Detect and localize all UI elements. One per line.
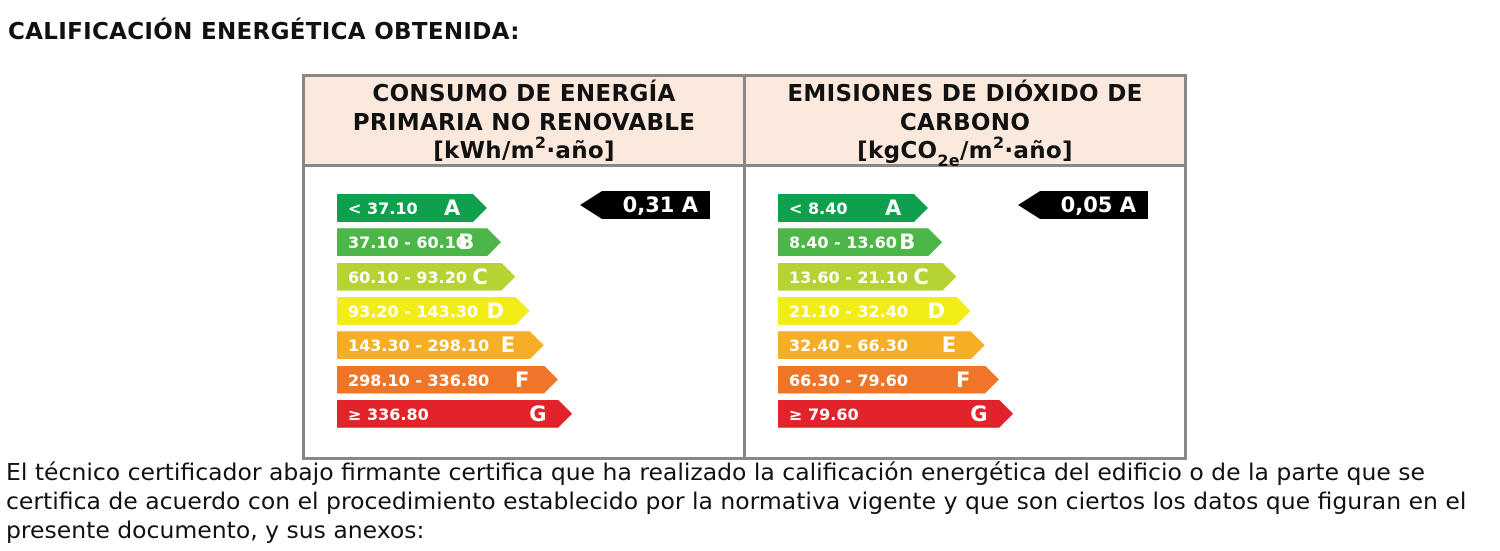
band-letter-label: A [885, 196, 902, 220]
band-range-label: 8.40 - 13.60 [789, 233, 897, 253]
rating-band-b: 8.40 - 13.60 B [778, 228, 942, 256]
consumption-rating-indicator: 0,31 A [580, 191, 710, 219]
band-letter-label: E [500, 333, 516, 358]
band-range-label: < 37.10 [348, 199, 418, 218]
band-range-label: 60.10 - 93.20 [348, 267, 467, 287]
band-letter-label: D [927, 298, 946, 323]
emissions-panel: EMISIONES DE DIÓXIDO DE CARBONO [kgCO2e/… [743, 77, 1184, 457]
band-range-label: 66.30 - 79.60 [789, 370, 908, 390]
rating-band-g: ≥ 79.60 G [778, 400, 1013, 428]
certification-statement: El técnico certificador abajo firmante c… [6, 458, 1467, 544]
consumption-title-line1: CONSUMO DE ENERGÍA [372, 81, 676, 107]
band-letter-label: E [941, 333, 957, 358]
emissions-rating-value: 0,05 A [1060, 193, 1136, 217]
emissions-rating-indicator: 0,05 A [1018, 191, 1148, 219]
emissions-unit: [kgCO2e/m2·año] [746, 135, 1184, 168]
band-range-label: 143.30 - 298.10 [348, 336, 490, 356]
energy-rating-table: CONSUMO DE ENERGÍA PRIMARIA NO RENOVABLE… [302, 74, 1187, 460]
band-range-label: ≥ 79.60 [789, 404, 859, 424]
consumption-title-line2: PRIMARIA NO RENOVABLE [352, 109, 696, 136]
band-letter-label: C [913, 264, 929, 289]
rating-band-a: < 8.40 A [778, 194, 928, 222]
band-letter-label: G [529, 401, 547, 426]
emissions-title-line1: EMISIONES DE DIÓXIDO DE [787, 81, 1143, 107]
band-letter-label: B [899, 230, 916, 255]
rating-band-d: 93.20 - 143.30 D [337, 297, 530, 325]
band-letter-label: A [444, 196, 461, 220]
rating-band-e: 32.40 - 66.30 E [778, 331, 985, 359]
consumption-rating-value: 0,31 A [622, 193, 698, 217]
band-letter-label: G [970, 401, 988, 426]
band-range-label: 21.10 - 32.40 [789, 301, 908, 321]
consumption-unit: [kWh/m2·año] [305, 135, 743, 166]
rating-band-d: 21.10 - 32.40 D [778, 297, 971, 325]
unit-superscript: 2 [534, 133, 547, 153]
band-letter-label: C [472, 264, 488, 289]
band-range-label: 93.20 - 143.30 [348, 301, 479, 321]
band-range-label: 37.10 - 60.10 [348, 233, 467, 253]
rating-band-a: < 37.10 A [337, 194, 487, 222]
rating-band-b: 37.10 - 60.10 B [337, 228, 501, 256]
unit-superscript: 2 [992, 133, 1005, 153]
unit-subscript: 2e [937, 150, 960, 170]
rating-band-e: 143.30 - 298.10 E [337, 331, 544, 359]
section-heading: CALIFICACIÓN ENERGÉTICA OBTENIDA: [8, 19, 520, 45]
band-letter-label: B [458, 230, 475, 255]
unit-text: ·año] [546, 138, 615, 164]
band-letter-label: D [486, 298, 505, 323]
band-range-label: 298.10 - 336.80 [348, 370, 490, 390]
rating-band-g: ≥ 336.80 G [337, 400, 572, 428]
consumption-panel: CONSUMO DE ENERGÍA PRIMARIA NO RENOVABLE… [305, 77, 743, 457]
unit-text: [kWh/m [433, 138, 535, 164]
band-letter-label: F [515, 367, 530, 392]
band-range-label: 32.40 - 66.30 [789, 336, 908, 356]
rating-band-f: 298.10 - 336.80 F [337, 366, 558, 394]
rating-band-c: 60.10 - 93.20 C [337, 263, 515, 291]
band-range-label: < 8.40 [789, 199, 848, 218]
band-range-label: ≥ 336.80 [348, 404, 429, 424]
consumption-header: CONSUMO DE ENERGÍA PRIMARIA NO RENOVABLE… [305, 77, 743, 167]
unit-text: [kgCO [857, 138, 938, 164]
unit-text: /m [959, 138, 993, 164]
emissions-title-line2: CARBONO [899, 109, 1031, 136]
rating-band-c: 13.60 - 21.10 C [778, 263, 956, 291]
band-range-label: 13.60 - 21.10 [789, 267, 908, 287]
emissions-header: EMISIONES DE DIÓXIDO DE CARBONO [kgCO2e/… [746, 77, 1184, 168]
band-letter-label: F [956, 367, 971, 392]
unit-text: ·año] [1004, 138, 1073, 164]
rating-band-f: 66.30 - 79.60 F [778, 366, 999, 394]
